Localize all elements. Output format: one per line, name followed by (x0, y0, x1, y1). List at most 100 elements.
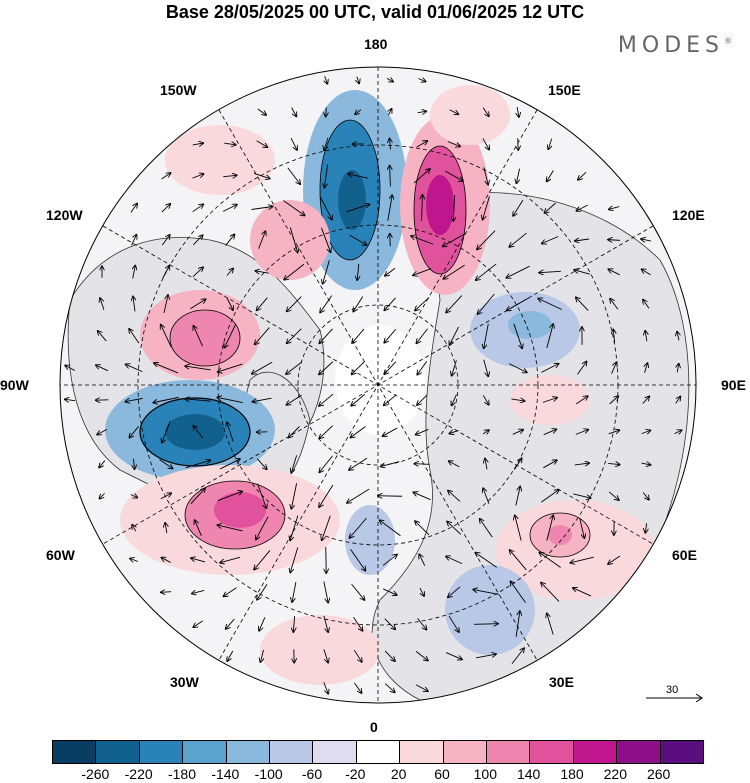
anomaly-north-atlantic-high-core (214, 492, 266, 528)
wind-vector (346, 204, 370, 213)
wind-vector (418, 78, 425, 81)
wind-vector (385, 267, 396, 276)
wind-vector (483, 196, 490, 219)
wind-vector (448, 586, 461, 597)
wind-vector (290, 137, 297, 150)
wind-vector (446, 295, 463, 313)
wind-vector (256, 516, 269, 540)
wind-vector (574, 270, 590, 275)
polar-region (335, 325, 425, 435)
wind-vector (99, 493, 105, 498)
wind-vector (384, 329, 397, 342)
wind-vector (473, 590, 499, 595)
wind-vector (130, 494, 138, 497)
wind-vector (449, 430, 459, 433)
wind-vector (444, 170, 463, 181)
wind-vector (65, 365, 76, 371)
wind-vector (323, 615, 328, 632)
wind-vector (413, 492, 431, 501)
wind-vector (349, 234, 366, 245)
wind-vector (352, 328, 365, 343)
wind-vector (353, 296, 364, 311)
graticule (60, 67, 696, 703)
wind-vector (161, 325, 172, 348)
wind-vector (641, 463, 650, 465)
wind-vector (417, 111, 427, 112)
wind-vector (387, 195, 392, 221)
wind-vector (575, 430, 588, 435)
wind-vector (192, 143, 203, 145)
wind-vector (541, 364, 558, 373)
lon-label-150w: 150W (160, 82, 197, 98)
wind-vector (642, 492, 649, 499)
wind-vector (351, 426, 366, 437)
wind-vector (219, 459, 240, 470)
wind-vector (251, 207, 273, 210)
wind-vector (546, 515, 553, 541)
wind-vector (357, 76, 359, 84)
lon-label-120w: 120W (46, 207, 83, 223)
wind-vector (452, 394, 457, 406)
field-layer (60, 67, 696, 703)
wind-vector (513, 458, 521, 470)
wind-vector (162, 421, 171, 442)
wind-vector (255, 327, 270, 345)
wind-vector (576, 204, 588, 211)
colorbar-tick-label: 260 (646, 766, 671, 782)
wind-vector (573, 588, 592, 597)
wind-vector (452, 360, 457, 375)
wind-vector (419, 554, 426, 566)
wind-vector (192, 174, 203, 179)
lon-label-90e: 90E (721, 377, 746, 393)
wind-vector (353, 616, 363, 631)
wind-vector (541, 583, 560, 602)
wind-vector (190, 299, 205, 310)
colorbar-swatch (355, 741, 400, 763)
wind-vector (675, 397, 681, 404)
colorbar-tick-label: -100 (254, 766, 283, 782)
wind-vector (192, 204, 204, 213)
wind-vector (539, 271, 561, 272)
wind-vector (256, 140, 268, 147)
wind-vector (260, 649, 263, 662)
wind-vector (476, 263, 497, 280)
wind-vector (99, 460, 106, 468)
wind-vector (217, 491, 242, 501)
wind-vector (185, 399, 211, 401)
colorbar-tick-label: 220 (603, 766, 628, 782)
lon-label-60e: 60E (672, 547, 697, 563)
wind-vector (190, 488, 205, 505)
colorbar-swatch (486, 741, 530, 763)
wind-vector (287, 328, 302, 344)
wind-vectors (65, 76, 682, 693)
wind-vector (574, 463, 589, 465)
wind-vector (349, 457, 368, 470)
lon-label-120e: 120E (672, 207, 705, 223)
wind-vector (286, 361, 303, 374)
wind-vector (544, 202, 556, 213)
wind-vector (290, 547, 299, 573)
wind-vector (643, 300, 650, 309)
wind-vector (512, 430, 523, 435)
wind-vector (287, 167, 300, 184)
wind-vector (160, 493, 171, 500)
modes-logo: MODES® (618, 33, 732, 58)
wind-vector (509, 363, 527, 373)
wind-vector (509, 232, 527, 247)
colorbar-tick-label: 140 (516, 766, 541, 782)
lon-label-90w: 90W (0, 377, 29, 393)
lon-label-180: 180 (364, 36, 388, 52)
map-title: Base 28/05/2025 00 UTC, valid 01/06/2025… (165, 2, 585, 22)
colorbar-swatch (399, 741, 443, 763)
wind-vector (511, 648, 524, 665)
wind-vector (384, 618, 395, 630)
wind-vector (507, 297, 530, 311)
wind-vector (576, 396, 587, 405)
anomaly-pacific-high (430, 85, 510, 145)
wind-vector (257, 483, 267, 508)
wind-vector (445, 652, 462, 660)
wind-vector (415, 684, 428, 691)
wind-vector (350, 549, 366, 570)
registered-mark: ® (724, 36, 732, 46)
wind-vector (510, 581, 526, 603)
